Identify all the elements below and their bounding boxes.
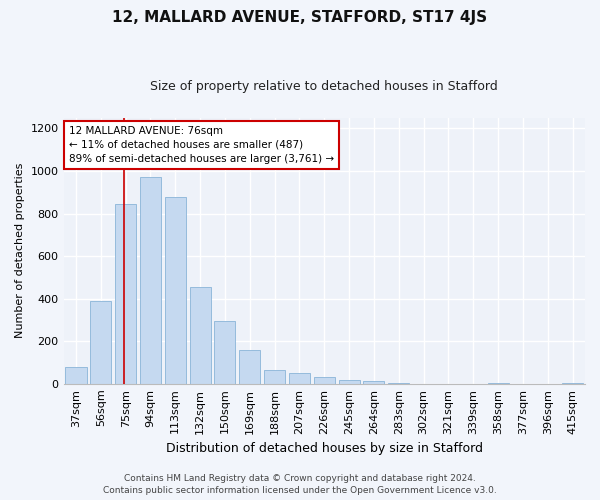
Bar	[90, 301, 112, 384]
Bar	[314, 378, 335, 384]
Bar	[388, 382, 409, 384]
Bar	[115, 204, 136, 384]
Bar	[239, 350, 260, 384]
Text: 12 MALLARD AVENUE: 76sqm
← 11% of detached houses are smaller (487)
89% of semi-: 12 MALLARD AVENUE: 76sqm ← 11% of detach…	[69, 126, 334, 164]
Bar	[364, 380, 385, 384]
X-axis label: Distribution of detached houses by size in Stafford: Distribution of detached houses by size …	[166, 442, 483, 455]
Bar	[488, 382, 509, 384]
Bar	[140, 178, 161, 384]
Title: Size of property relative to detached houses in Stafford: Size of property relative to detached ho…	[151, 80, 498, 93]
Y-axis label: Number of detached properties: Number of detached properties	[15, 163, 25, 338]
Bar	[338, 380, 359, 384]
Bar	[562, 382, 583, 384]
Bar	[289, 373, 310, 384]
Text: 12, MALLARD AVENUE, STAFFORD, ST17 4JS: 12, MALLARD AVENUE, STAFFORD, ST17 4JS	[112, 10, 488, 25]
Bar	[264, 370, 285, 384]
Bar	[65, 367, 86, 384]
Text: Contains HM Land Registry data © Crown copyright and database right 2024.
Contai: Contains HM Land Registry data © Crown c…	[103, 474, 497, 495]
Bar	[214, 321, 235, 384]
Bar	[165, 196, 186, 384]
Bar	[190, 287, 211, 384]
